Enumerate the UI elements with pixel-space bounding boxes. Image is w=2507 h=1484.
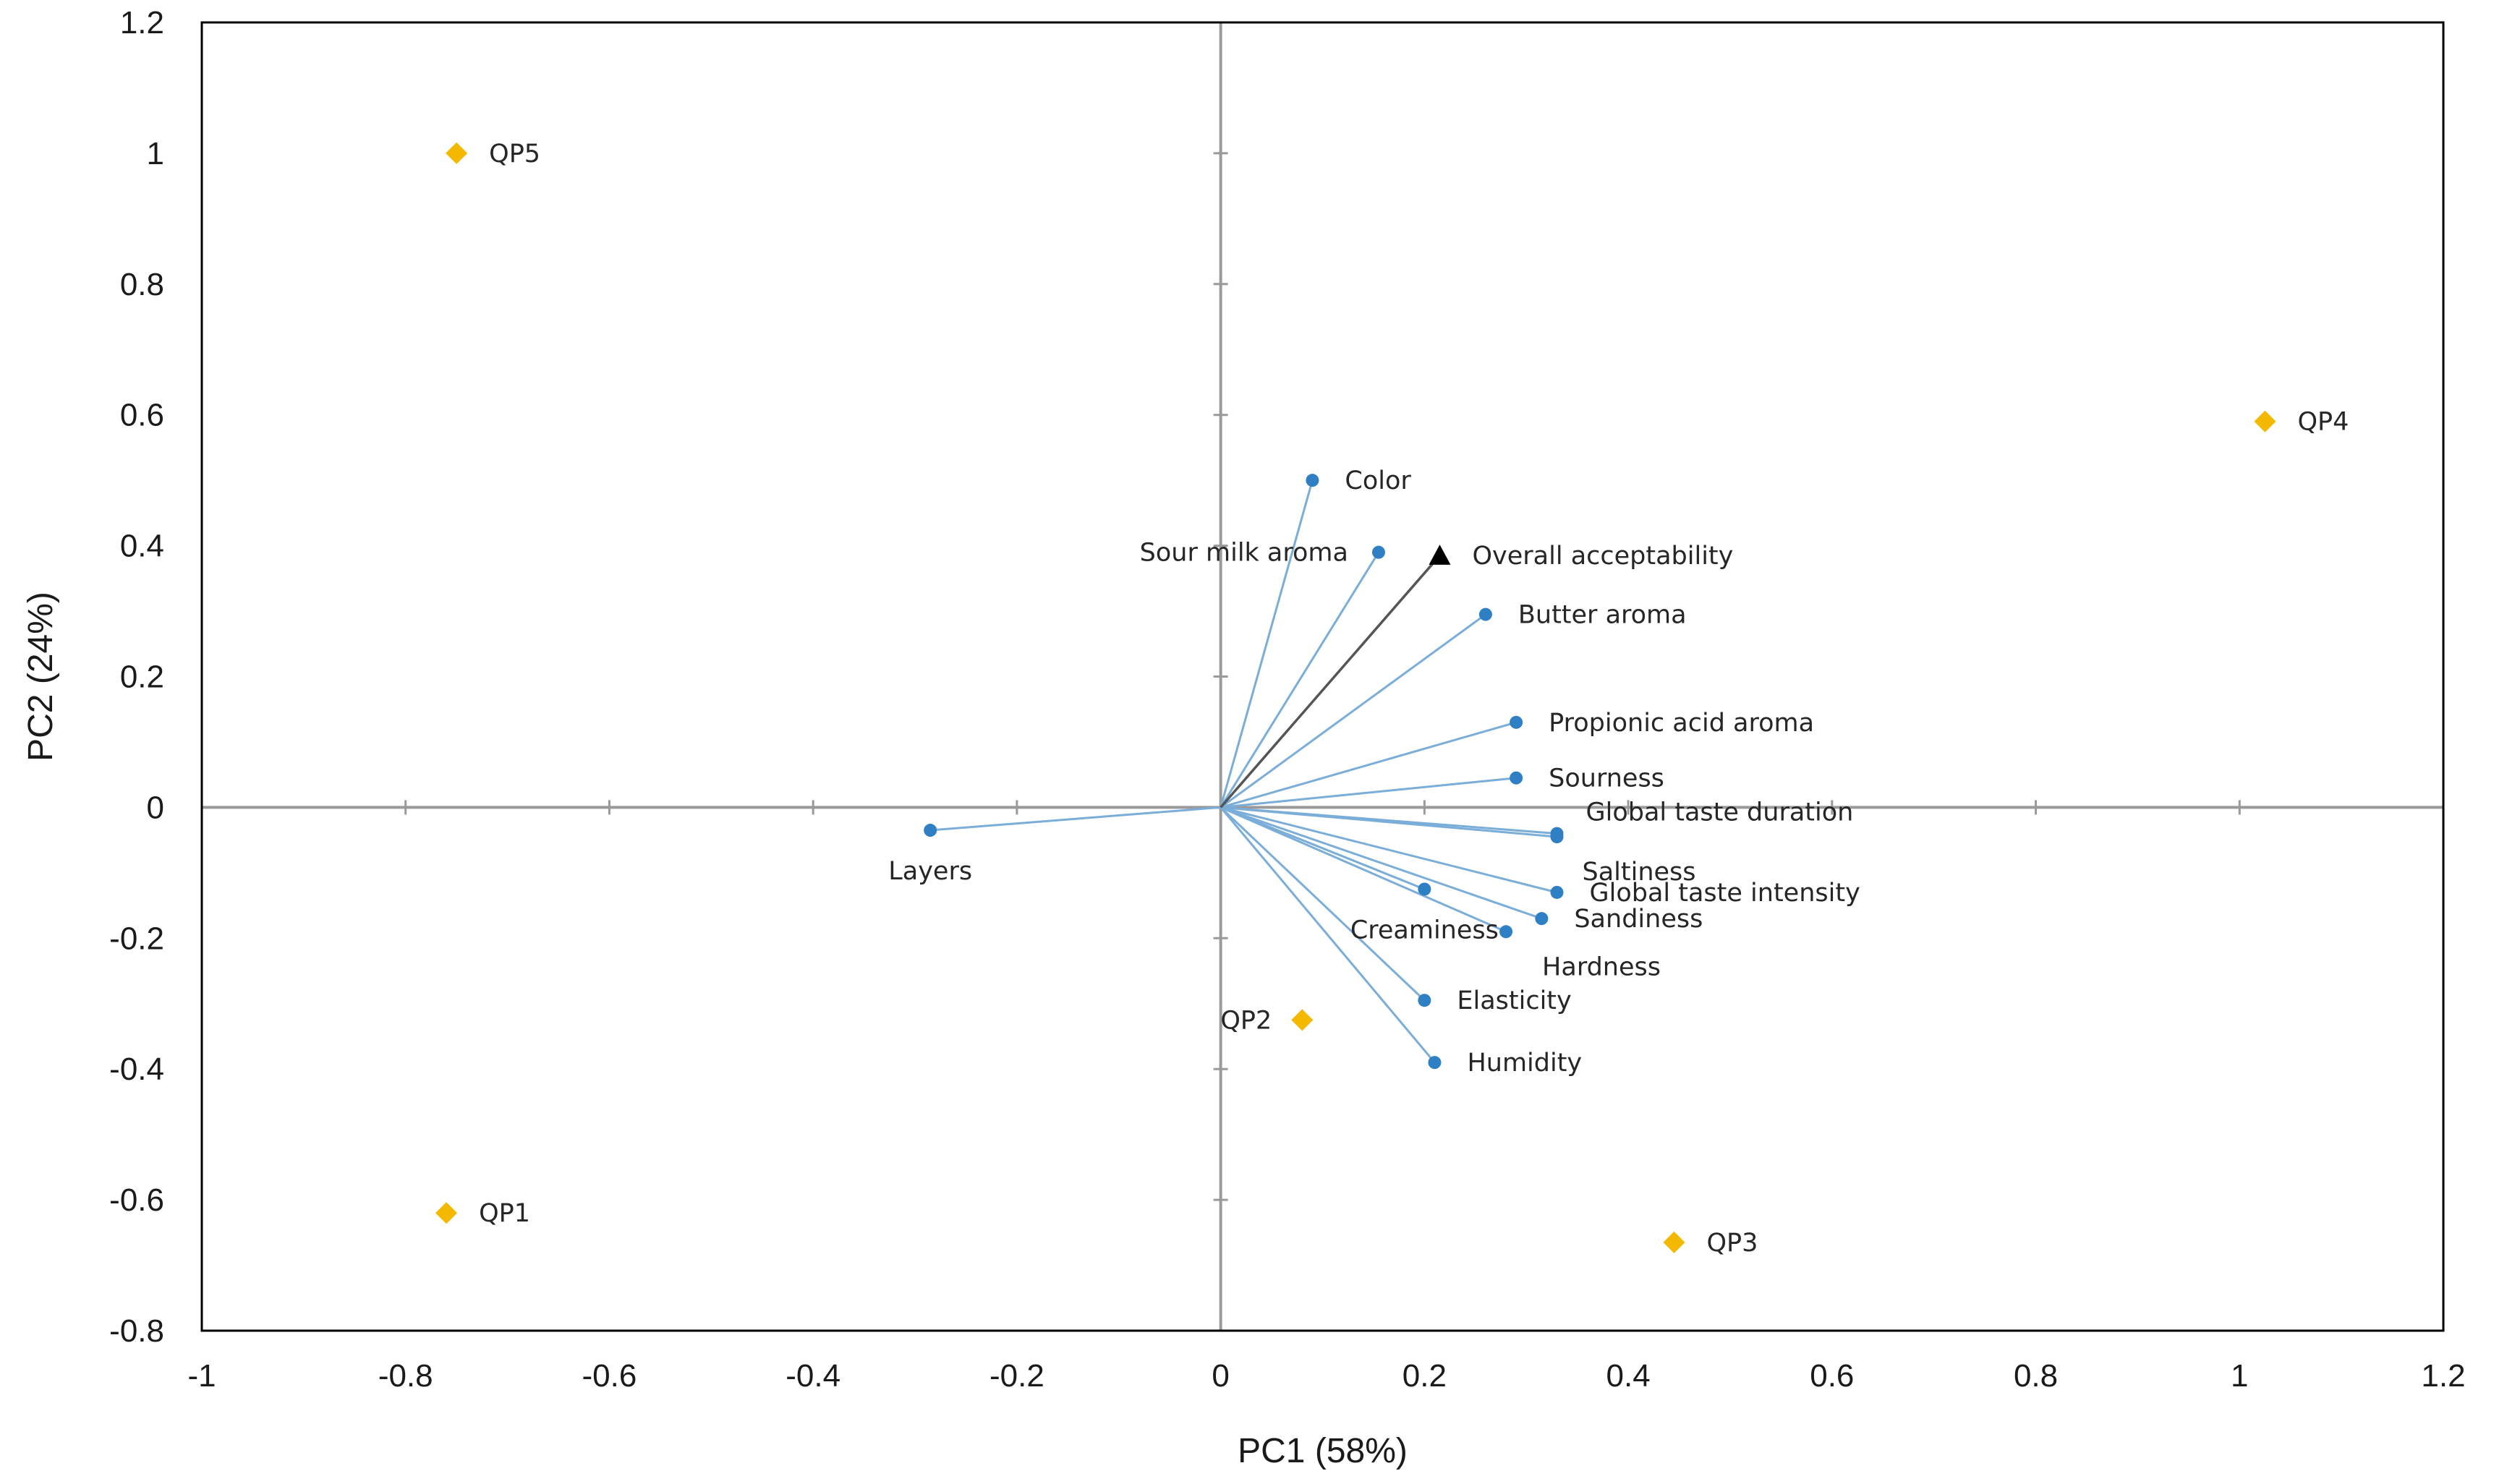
y-tick-label: -0.6 <box>109 1182 164 1218</box>
marker-hardness <box>1499 925 1513 939</box>
x-tick-label: -1 <box>187 1358 216 1394</box>
marker-qp4 <box>2254 410 2276 432</box>
y-tick-label: -0.2 <box>109 921 164 956</box>
label-global-taste-intensity: Global taste intensity <box>1589 879 1860 908</box>
x-tick-label: 0.6 <box>1810 1358 1854 1394</box>
marker-qp3 <box>1663 1231 1685 1253</box>
vector-color <box>1220 479 1314 808</box>
label-saltiness: Saltiness <box>1582 858 1695 887</box>
axis-lines <box>200 21 2445 1332</box>
x-tick-label: 1 <box>2231 1358 2248 1394</box>
label-qp3: QP3 <box>1706 1229 1758 1258</box>
marker-butter-aroma <box>1478 607 1492 621</box>
y-tick-label: 0.2 <box>120 660 164 695</box>
marker-propionic-acid-aroma <box>1510 715 1523 729</box>
label-elasticity: Elasticity <box>1457 986 1571 1015</box>
vector-hardness <box>1220 806 1507 933</box>
marker-sour-milk-aroma <box>1371 545 1385 559</box>
marker-layers <box>924 824 937 837</box>
marker-creaminess <box>1418 882 1431 896</box>
marker-humidity <box>1428 1056 1442 1070</box>
label-propionic-acid-aroma: Propionic acid aroma <box>1549 709 1814 738</box>
marker-qp2 <box>1291 1009 1314 1031</box>
vector-global-taste-intensity <box>1220 806 1557 894</box>
vector-sourness <box>1220 777 1517 809</box>
marker-saltiness <box>1550 830 1564 844</box>
point-labels: Color Sour milk aroma Butter aroma Propioni… <box>479 140 2349 1258</box>
y-tick-label: 0.4 <box>120 529 164 564</box>
vector-elasticity <box>1220 806 1426 1002</box>
marker-overall-acceptability <box>1429 545 1451 565</box>
y-tick-label: 0.6 <box>120 398 164 433</box>
x-tick-label: -0.8 <box>378 1358 433 1394</box>
x-tick-label: -0.4 <box>786 1358 840 1394</box>
x-tick-label: -0.6 <box>582 1358 637 1394</box>
x-axis-title: PC1 (58%) <box>1238 1432 1408 1470</box>
loading-vectors <box>930 479 1557 1064</box>
x-tick-label: 0.8 <box>2014 1358 2058 1394</box>
label-sandiness: Sandiness <box>1574 905 1703 934</box>
vector-sour-milk-aroma <box>1220 551 1380 809</box>
x-tick-label: 0.4 <box>1606 1358 1651 1394</box>
tick-labels: -1 -0.8 -0.6 -0.4 -0.2 0 0.2 0.4 0.6 0.8 1 1.2 -0.8 -… <box>109 5 2465 1394</box>
marker-elasticity <box>1418 994 1431 1007</box>
vector-saltiness <box>1220 806 1557 838</box>
marker-sandiness <box>1535 912 1549 926</box>
vector-propionic-acid-aroma <box>1220 721 1517 809</box>
x-tick-label: 0 <box>1212 1358 1229 1394</box>
x-tick-label: 1.2 <box>2421 1358 2465 1394</box>
y-tick-label: -0.4 <box>109 1052 164 1087</box>
y-axis-title: PC2 (24%) <box>22 592 60 762</box>
label-creaminess: Creaminess <box>1350 916 1499 944</box>
label-layers: Layers <box>888 857 972 886</box>
vector-overall-acceptability <box>1220 555 1441 809</box>
marker-sourness <box>1510 771 1523 785</box>
label-qp2: QP2 <box>1220 1006 1272 1035</box>
x-tick-label: 0.2 <box>1403 1358 1447 1394</box>
label-sourness: Sourness <box>1549 764 1664 793</box>
y-tick-label: 0.8 <box>120 267 164 302</box>
label-global-taste-duration: Global taste duration <box>1586 798 1853 827</box>
label-qp4: QP4 <box>2297 408 2349 437</box>
marker-global-taste-intensity <box>1550 885 1564 899</box>
vector-sandiness <box>1220 806 1542 920</box>
point-markers <box>435 142 2276 1253</box>
label-humidity: Humidity <box>1467 1049 1582 1078</box>
marker-color <box>1306 474 1319 487</box>
vector-humidity <box>1220 806 1436 1064</box>
label-sour-milk-aroma: Sour milk aroma <box>1140 539 1348 568</box>
plot-frame <box>200 21 2445 1332</box>
x-tick-label: -0.2 <box>989 1358 1044 1394</box>
y-tick-label: 1 <box>147 136 164 171</box>
y-tick-label: -0.8 <box>109 1313 164 1349</box>
label-butter-aroma: Butter aroma <box>1518 601 1687 630</box>
vector-butter-aroma <box>1220 613 1486 809</box>
y-tick-label: 1.2 <box>120 5 164 40</box>
label-qp1: QP1 <box>479 1199 530 1228</box>
label-hardness: Hardness <box>1542 952 1661 981</box>
vector-layers <box>930 806 1221 832</box>
label-overall-acceptability: Overall acceptability <box>1472 542 1733 571</box>
label-qp5: QP5 <box>489 140 540 169</box>
y-tick-label: 0 <box>147 790 164 825</box>
marker-qp5 <box>446 142 468 164</box>
label-color: Color <box>1345 466 1411 495</box>
marker-qp1 <box>435 1202 458 1224</box>
